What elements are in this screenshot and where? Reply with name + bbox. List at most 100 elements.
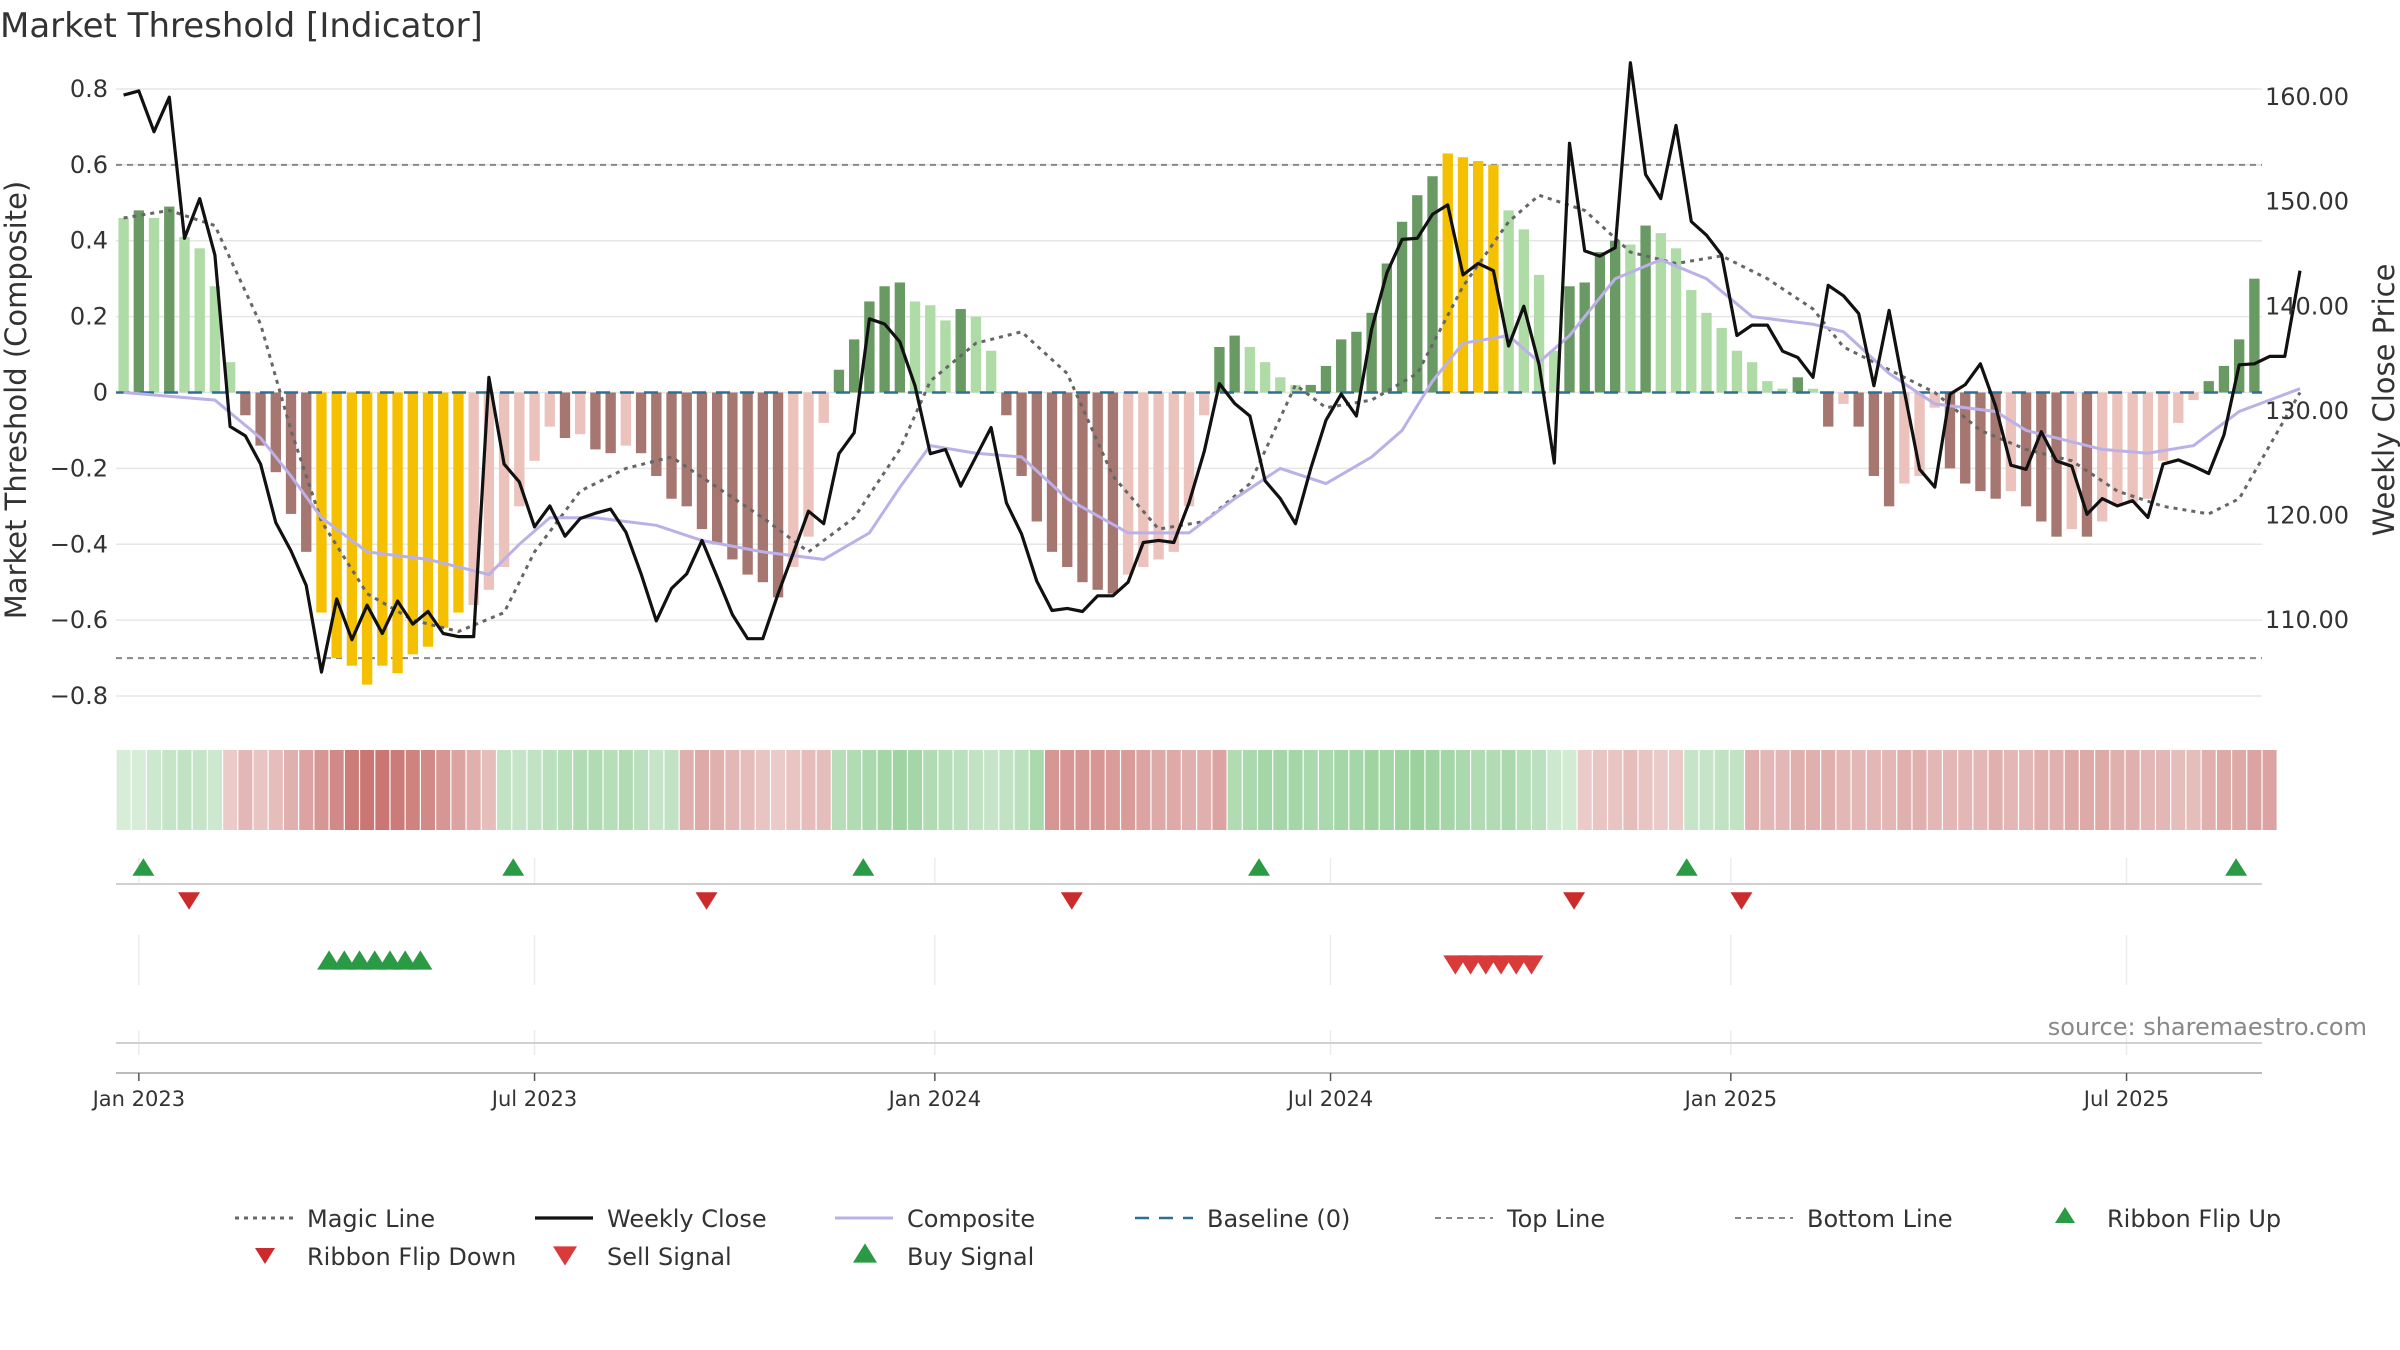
histogram-bar <box>133 210 145 393</box>
ribbon-flip-down-marker <box>1060 892 1083 910</box>
histogram-bar <box>1412 195 1423 393</box>
histogram-bar <box>1351 331 1362 393</box>
ribbon-cell <box>2003 750 2018 830</box>
ribbon-cell <box>2095 750 2110 830</box>
chart-title: Market Threshold [Indicator] <box>0 6 483 46</box>
y2-tick-label: 110.00 <box>2265 606 2349 634</box>
histogram-bar <box>164 206 175 393</box>
y-tick-label: −0.6 <box>50 606 108 634</box>
histogram-bar <box>1960 392 1971 484</box>
histogram-bar <box>1016 392 1027 476</box>
histogram-bar <box>833 369 845 393</box>
ribbon-cell <box>1349 750 1364 830</box>
ribbon-cell <box>1212 750 1227 830</box>
legend-flipdown-label: Ribbon Flip Down <box>307 1243 516 1271</box>
ribbon-cell <box>892 750 907 830</box>
ribbon-cell <box>162 750 177 830</box>
histogram-bar <box>925 305 936 393</box>
legend-buy-swatch <box>853 1243 877 1263</box>
histogram-bar <box>620 392 632 446</box>
histogram-bar <box>1396 221 1408 393</box>
histogram-bar <box>803 392 814 537</box>
histogram-bar <box>422 392 434 647</box>
ribbon-cell <box>649 750 664 830</box>
x-tick-label: Jan 2024 <box>887 1087 982 1111</box>
histogram-bar <box>224 362 236 393</box>
ribbon-cell <box>588 750 603 830</box>
ribbon-cell <box>1501 750 1516 830</box>
ribbon-cell <box>1136 750 1151 830</box>
ribbon-cell <box>1242 750 1257 830</box>
ribbon-cell <box>420 750 436 830</box>
sell-signal-marker <box>1458 955 1483 975</box>
histogram-bar <box>1062 392 1073 568</box>
ribbon-cell <box>557 750 572 830</box>
sell-signal-marker <box>1489 955 1514 975</box>
histogram-bar <box>1655 233 1666 393</box>
ribbon-cell <box>2140 750 2155 830</box>
histogram-bar <box>392 392 403 674</box>
histogram-bar <box>301 392 312 552</box>
ribbon-cell <box>1988 750 2003 830</box>
ribbon-cell <box>1775 750 1790 830</box>
histogram-bar <box>1883 392 1895 507</box>
legend-baseline-label: Baseline (0) <box>1207 1205 1350 1233</box>
ribbon-cell <box>1760 750 1775 830</box>
histogram-bar <box>2097 392 2108 522</box>
legend: Magic Line Weekly Close Composite Baseline … <box>235 1205 2281 1271</box>
histogram-bar <box>1107 392 1119 594</box>
histogram-bar <box>1914 392 1925 476</box>
y2-tick-label: 130.00 <box>2265 397 2349 425</box>
ribbon-cell <box>1410 750 1425 830</box>
ribbon-cell <box>2232 750 2247 830</box>
histogram-bar <box>1077 392 1088 583</box>
ribbon-cell <box>223 750 238 830</box>
legend-composite-label: Composite <box>907 1205 1035 1233</box>
histogram-bar <box>529 392 540 461</box>
histogram-bar <box>1031 392 1042 522</box>
histogram-bar <box>651 392 662 476</box>
ribbon-cell <box>268 750 283 830</box>
histogram-bar <box>1290 384 1301 393</box>
histogram-bar <box>2249 278 2260 393</box>
ribbon-flip-up-marker <box>852 858 875 876</box>
histogram-bar <box>1336 339 1347 393</box>
histogram-bar <box>1214 346 1225 393</box>
ribbon-cell <box>679 750 694 830</box>
histogram-bar <box>2036 392 2047 522</box>
ribbon-cell <box>1486 750 1501 830</box>
ribbon-cell <box>2186 750 2201 830</box>
legend-magic-label: Magic Line <box>307 1205 435 1233</box>
histogram-bar <box>559 392 571 439</box>
ribbon-cell <box>405 750 420 830</box>
ribbon-cell <box>1653 750 1668 830</box>
ribbon-cell <box>207 750 222 830</box>
source-note: source: sharemaestro.com <box>2048 1013 2367 1041</box>
histogram-bar <box>1244 346 1256 393</box>
ribbon-flip-down-marker <box>178 892 201 910</box>
histogram-bar <box>1259 362 1271 393</box>
ribbon-cell <box>1105 750 1120 830</box>
ribbon-cell <box>2201 750 2216 830</box>
histogram-bar <box>575 392 586 435</box>
histogram-bar <box>864 301 875 393</box>
histogram-bar <box>407 392 418 655</box>
ribbon-cell <box>1395 750 1410 830</box>
ribbon-cell <box>740 750 755 830</box>
ribbon-cell <box>1973 750 1988 830</box>
histogram-bar <box>118 217 129 393</box>
histogram-bar <box>1701 312 1712 393</box>
histogram-bar <box>240 392 251 416</box>
ribbon-cell <box>618 750 633 830</box>
y-tick-label: 0.8 <box>70 75 108 103</box>
y-tick-label: 0.6 <box>70 151 108 179</box>
ribbon-cell <box>786 750 801 830</box>
x-tick-label: Jul 2023 <box>490 1087 577 1111</box>
buy-signal-marker <box>393 950 418 970</box>
histogram-bar <box>544 392 555 427</box>
histogram-bar <box>1838 392 1849 404</box>
histogram-bar <box>2218 365 2230 393</box>
histogram-bar <box>940 320 951 393</box>
ribbon-cell <box>2262 750 2277 830</box>
ribbon-cell <box>177 750 192 830</box>
